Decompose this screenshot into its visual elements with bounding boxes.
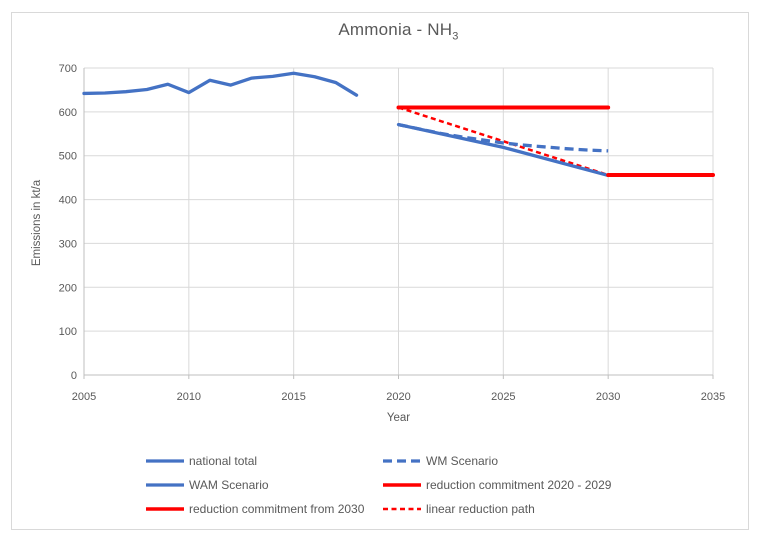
series-linear-reduction-path-line <box>398 106 609 177</box>
legend-item-reduction-commitment-from-2030: reduction commitment from 2030 <box>146 500 383 517</box>
x-tick-label: 2035 <box>701 391 725 403</box>
legend-item-label: national total <box>189 453 258 468</box>
legend-item-label: linear reduction path <box>426 501 535 516</box>
chart-title: Ammonia - NH3 <box>84 20 713 42</box>
series-national-total-line <box>82 71 359 97</box>
legend-line-swatch <box>146 482 184 487</box>
x-tick-label: 2030 <box>596 391 620 403</box>
y-tick-label: 300 <box>59 238 77 250</box>
legend-item-wm-scenario: WM Scenario <box>383 452 611 469</box>
x-tick-label: 2010 <box>177 391 201 403</box>
chart-title-text: Ammonia - NH <box>338 20 453 39</box>
legend-line-swatch <box>146 458 184 463</box>
x-tick-label: 2005 <box>72 391 96 403</box>
legend-line-swatch <box>383 482 421 487</box>
y-tick-label: 600 <box>59 107 77 119</box>
y-tick-label: 400 <box>59 195 77 207</box>
legend-item-label: WM Scenario <box>426 453 499 468</box>
chart-title-subscript: 3 <box>452 30 459 43</box>
x-tick-label: 2020 <box>386 391 410 403</box>
legend-item-label: WAM Scenario <box>189 477 269 492</box>
legend-line-swatch <box>383 458 421 463</box>
x-axis-title: Year <box>386 412 411 424</box>
legend-line-swatch <box>383 507 421 510</box>
legend-item-label: reduction commitment 2020 - 2029 <box>426 477 612 492</box>
legend-item-reduction-commitment-2020-2029: reduction commitment 2020 - 2029 <box>383 476 611 493</box>
legend-line-swatch <box>146 506 184 511</box>
y-axis-title: Emissions in kt/a <box>31 179 43 267</box>
y-tick-label: 0 <box>71 370 77 382</box>
y-tick-label: 200 <box>59 282 77 294</box>
chart-border <box>11 12 749 530</box>
legend: national total WM Scenario WAM Scenario red… <box>146 452 611 517</box>
legend-item-label: reduction commitment from 2030 <box>189 501 365 516</box>
x-tick-label: 2015 <box>281 391 305 403</box>
y-tick-label: 700 <box>59 63 77 75</box>
legend-item-linear-reduction-path: linear reduction path <box>383 500 611 517</box>
legend-item-wam-scenario: WAM Scenario <box>146 476 383 493</box>
y-tick-label: 100 <box>59 326 77 338</box>
legend-item-national-total: national total <box>146 452 383 469</box>
y-tick-label: 500 <box>59 151 77 163</box>
series-wam-scenario-line <box>396 122 610 178</box>
x-tick-label: 2025 <box>491 391 515 403</box>
